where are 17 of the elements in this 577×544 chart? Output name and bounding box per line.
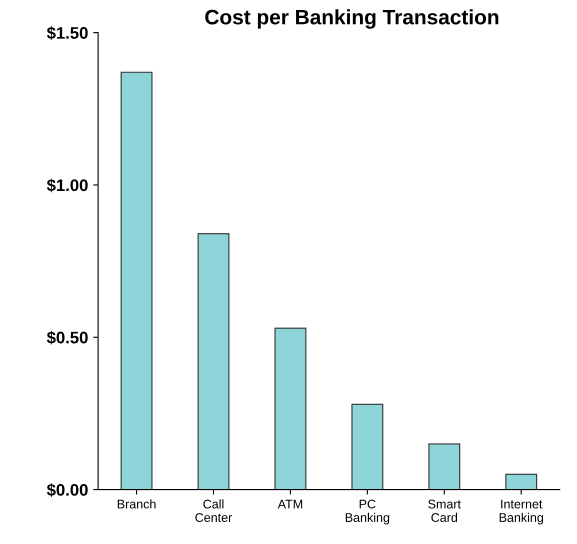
bar xyxy=(198,233,230,490)
y-tick-label: $1.50 xyxy=(46,26,88,40)
y-tick-label: $0.50 xyxy=(46,330,88,345)
x-tick-label: PC Banking xyxy=(346,500,390,524)
x-tick-label: Call Center xyxy=(195,499,232,522)
x-tick-label: ATM xyxy=(278,500,302,508)
bar xyxy=(120,72,152,490)
bar xyxy=(428,443,460,490)
x-tick-label: Smart Card xyxy=(428,500,461,522)
y-tick-label: $0.00 xyxy=(46,483,88,497)
x-tick-label: Branch xyxy=(118,499,156,509)
chart-title: Cost per Banking Transaction xyxy=(205,9,498,29)
x-tick-label: Internet Banking xyxy=(500,500,544,524)
bar xyxy=(274,328,306,490)
bar xyxy=(351,404,384,490)
y-tick-label: $1.00 xyxy=(46,178,88,192)
bar xyxy=(505,474,538,490)
